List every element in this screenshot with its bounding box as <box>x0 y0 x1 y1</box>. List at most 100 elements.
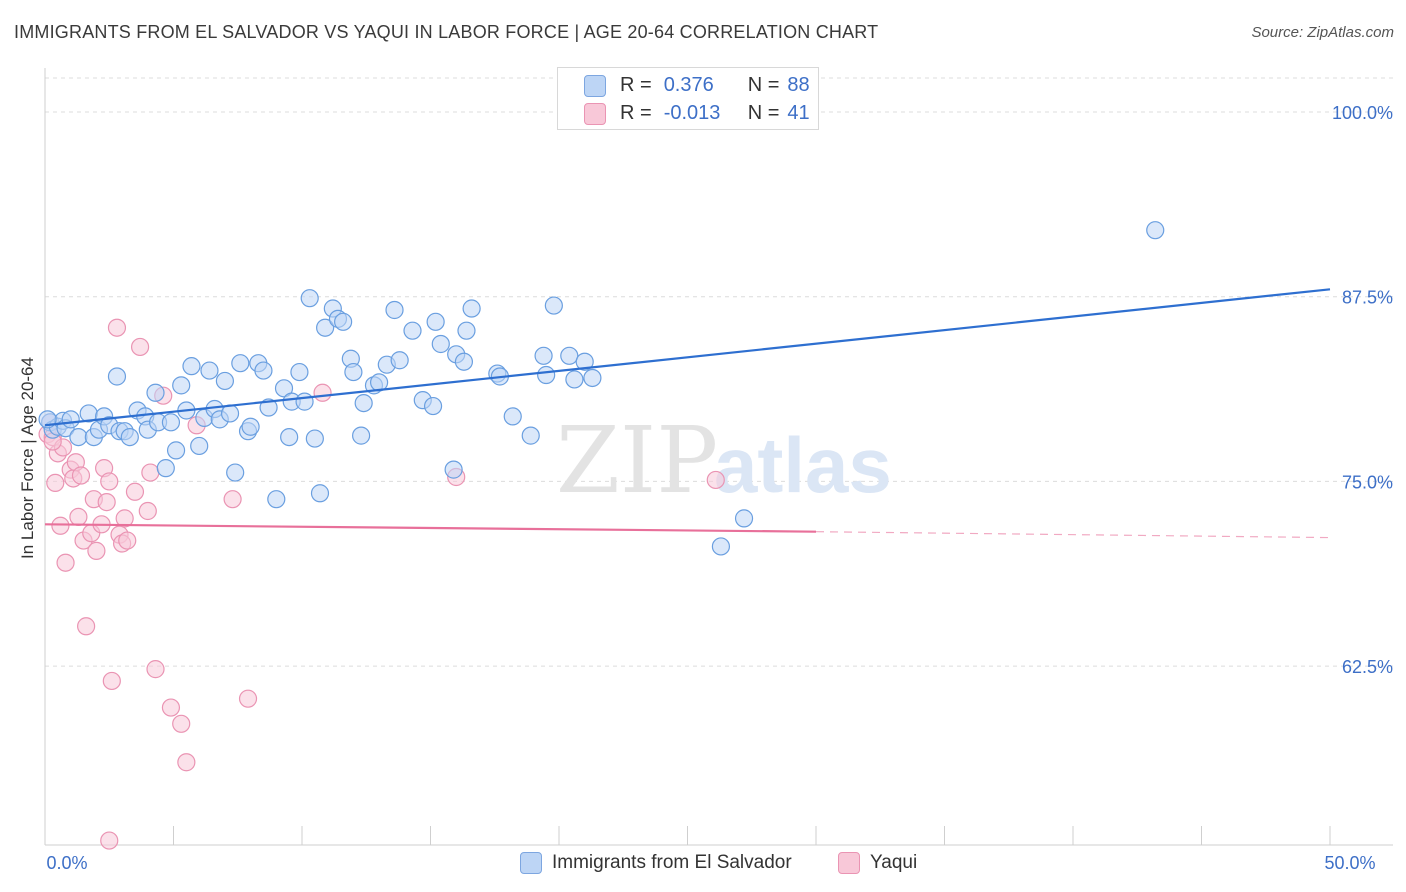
el-salvador-point <box>385 300 404 320</box>
el-salvador-point <box>69 427 88 447</box>
el-salvador-point <box>190 436 209 456</box>
yaqui-point <box>46 473 65 493</box>
chart-source: Source: ZipAtlas.com <box>1251 24 1394 41</box>
watermark-atlas: atlas <box>714 421 892 509</box>
yaqui-point <box>172 714 191 733</box>
el-salvador-point <box>156 459 175 478</box>
yaqui-point <box>146 660 165 679</box>
yaqui-point <box>100 472 119 491</box>
el-salvador-point <box>403 321 422 340</box>
x-tick-label: 50.0% <box>1324 853 1375 873</box>
yaqui-point <box>102 671 121 691</box>
yaqui-point <box>223 490 242 509</box>
el-salvador-point <box>259 398 278 417</box>
el-salvador-point <box>565 370 584 389</box>
blue-swatch <box>584 74 606 97</box>
el-salvador-point <box>300 289 319 308</box>
pink-swatch <box>584 102 606 125</box>
el-salvador-point <box>226 463 245 482</box>
x-tick-label: 0.0% <box>46 853 87 873</box>
el-salvador-point <box>290 362 309 382</box>
r-value: 0.376 <box>663 74 714 96</box>
el-salvador-point <box>537 365 556 385</box>
yaqui-point <box>100 831 119 850</box>
el-salvador-point <box>354 393 373 413</box>
yaqui-point <box>118 531 137 550</box>
el-salvador-point <box>352 426 371 445</box>
el-salvador-point <box>334 312 353 331</box>
yaqui-points <box>38 318 725 850</box>
el-salvador-point <box>310 484 330 503</box>
el-salvador-point <box>120 427 139 447</box>
el-salvador-point <box>172 376 191 395</box>
el-salvador-point <box>575 352 594 371</box>
yaqui-point <box>69 507 88 527</box>
el-salvador-point <box>560 346 579 365</box>
stats-legend: R = 0.376 N = 88 R = -0.013 N = 41 <box>557 67 819 130</box>
y-tick-label: 100.0% <box>1332 103 1393 123</box>
el-salvador-point <box>426 312 445 331</box>
el-salvador-point <box>503 407 522 426</box>
el-salvador-point <box>344 362 363 382</box>
el-salvador-point <box>583 368 602 388</box>
el-salvador-point <box>462 299 481 318</box>
legend-label-yaqui: Yaqui <box>870 852 918 873</box>
watermark-zip: ZIP <box>556 407 718 514</box>
yaqui-point <box>107 318 127 337</box>
el-salvador-point <box>534 346 553 365</box>
yaqui-point <box>97 493 116 512</box>
el-salvador-point <box>316 318 335 337</box>
yaqui-point <box>161 698 181 717</box>
n-label: N = <box>747 102 780 124</box>
r-label: R = <box>620 74 652 96</box>
yaqui-point <box>138 501 157 521</box>
el-salvador-point <box>1146 221 1165 240</box>
yaqui-trend-extension <box>815 531 1331 539</box>
blue-swatch <box>520 852 542 874</box>
el-salvador-point <box>182 357 201 376</box>
el-salvador-point <box>215 371 234 391</box>
r-value: -0.013 <box>663 102 721 124</box>
n-value: 88 <box>787 74 810 96</box>
yaqui-point <box>77 617 96 636</box>
el-salvador-point <box>390 351 409 370</box>
yaqui-point <box>706 470 725 490</box>
yaqui-point <box>238 689 258 708</box>
el-salvador-point <box>231 354 250 373</box>
el-salvador-point <box>280 427 299 447</box>
grid-lines <box>45 77 1393 667</box>
stats-row-yaqui: R = -0.013 N = 41 <box>584 102 810 125</box>
el-salvador-point <box>61 410 80 429</box>
yaqui-point <box>51 516 70 535</box>
y-axis-label: In Labor Force | Age 20-64 <box>18 357 37 559</box>
legend-item-el-salvador: Immigrants from El Salvador <box>520 852 792 874</box>
yaqui-point <box>87 541 106 560</box>
el-salvador-point <box>444 460 463 479</box>
yaqui-point <box>130 337 150 357</box>
el-salvador-point <box>241 417 260 436</box>
yaqui-point <box>71 466 91 485</box>
yaqui-point <box>313 383 332 402</box>
yaqui-point <box>125 482 145 501</box>
r-label: R = <box>620 102 652 124</box>
el-salvador-point <box>423 396 443 416</box>
legend-label-el-salvador: Immigrants from El Salvador <box>552 852 792 873</box>
el-salvador-point <box>734 509 754 528</box>
el-salvador-point <box>431 334 450 354</box>
y-tick-label: 75.0% <box>1342 472 1393 492</box>
watermark: ZIP atlas <box>556 407 892 514</box>
tick-labels: 100.0% 87.5% 75.0% 62.5% 0.0% 50.0% <box>46 103 1393 873</box>
yaqui-point <box>141 463 160 482</box>
yaqui-point <box>177 753 196 772</box>
yaqui-point <box>115 509 134 528</box>
n-value: 41 <box>787 102 810 124</box>
el-salvador-point <box>305 429 324 448</box>
el-salvador-trend-line <box>44 288 1331 427</box>
el-salvador-point <box>267 490 286 509</box>
el-salvador-point <box>457 321 476 340</box>
el-salvador-point <box>454 352 474 371</box>
n-label: N = <box>747 74 780 96</box>
el-salvador-point <box>711 537 731 556</box>
el-salvador-point <box>295 392 314 411</box>
